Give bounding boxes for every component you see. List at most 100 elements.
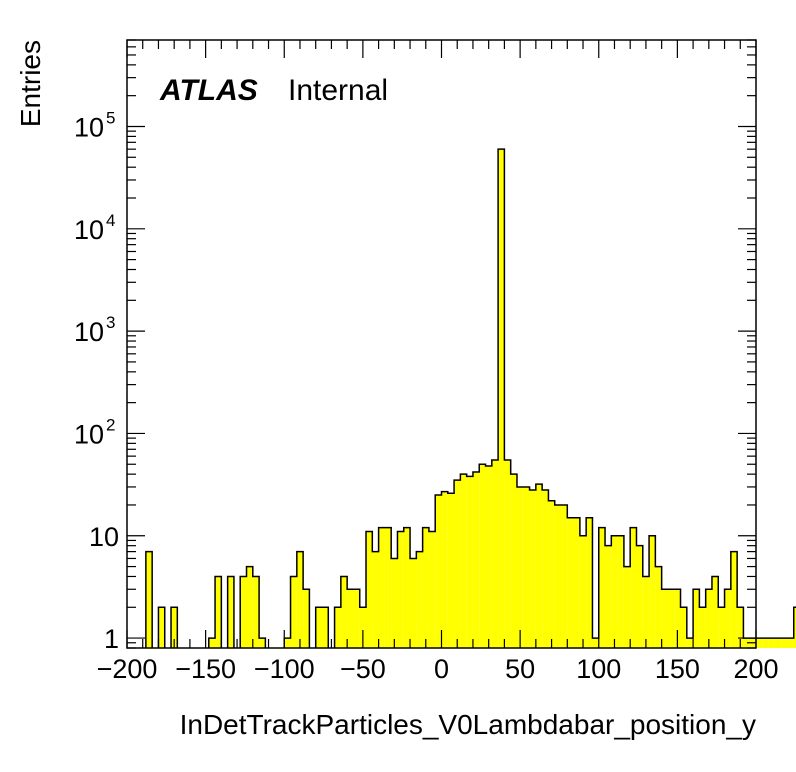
y-axis-title: Entries: [15, 40, 46, 127]
histogram-bin: [667, 589, 675, 648]
x-tick-label: 100: [576, 654, 621, 684]
histogram-bin: [334, 607, 341, 648]
x-axis-title: InDetTrackParticles_V0Lambdabar_position…: [180, 709, 756, 740]
x-tick-labels: −200 −150 −100 −50 0 50 100 150 200: [97, 654, 779, 684]
histogram-bin: [567, 517, 574, 648]
histogram-bin: [623, 566, 631, 648]
histogram-bin: [240, 576, 247, 648]
histogram-bin: [586, 517, 593, 648]
histogram-bin: [611, 535, 618, 648]
y-tick-exponent: 5: [106, 108, 115, 127]
x-tick-label: −100: [254, 654, 315, 684]
histogram-bin: [579, 535, 587, 648]
histogram-bin: [686, 638, 694, 648]
histogram-bin: [290, 576, 297, 648]
histogram-bin: [661, 589, 668, 648]
histogram-outline: [145, 148, 796, 648]
histogram-bin: [711, 576, 719, 648]
y-tick-exponent: 3: [106, 313, 115, 332]
histogram-bars: [145, 149, 796, 648]
histogram-bin: [410, 558, 417, 648]
x-tick-label: −50: [340, 654, 386, 684]
axis-ticks: [126, 39, 757, 649]
histogram-bin: [347, 589, 354, 648]
histogram-bin: [366, 531, 373, 648]
histogram-bin: [491, 460, 499, 648]
histogram-bin: [680, 607, 687, 648]
histogram-bin: [403, 527, 411, 648]
histogram-bin: [397, 531, 404, 648]
histogram-bin: [227, 576, 234, 648]
atlas-label: ATLAS: [159, 74, 258, 107]
histogram-bin: [649, 535, 656, 648]
histogram-bin: [762, 638, 769, 648]
histogram-bin: [435, 495, 442, 648]
histogram-bin: [793, 607, 796, 648]
x-tick-label: 200: [733, 654, 778, 684]
histogram-bin: [523, 486, 530, 648]
histogram-bin: [284, 638, 291, 648]
histogram-bin: [605, 545, 612, 648]
histogram-bin: [208, 638, 216, 648]
histogram-bin: [422, 527, 429, 648]
histogram-bin: [158, 607, 165, 648]
x-tick-label: 150: [655, 654, 700, 684]
histogram-bin: [630, 527, 637, 648]
histogram-bin: [718, 607, 725, 648]
histogram-bin: [510, 474, 517, 648]
histogram-bin: [617, 535, 624, 648]
histogram-bin: [485, 466, 492, 648]
histogram-bin: [781, 638, 788, 648]
histogram-bin: [561, 504, 568, 648]
histogram-bin: [359, 607, 367, 648]
histogram-bin: [699, 607, 706, 648]
histogram-bin: [460, 474, 467, 648]
y-tick-label: 10: [74, 215, 104, 245]
histogram-bin: [252, 576, 260, 648]
histogram-bin: [529, 490, 536, 648]
y-tick-exponent: 4: [106, 211, 115, 230]
histogram-bin: [372, 551, 379, 648]
histogram-bin: [542, 490, 549, 648]
histogram-bin: [768, 638, 775, 648]
histogram-bin: [774, 638, 782, 648]
histogram-bin: [573, 517, 580, 648]
histogram-bin: [303, 589, 310, 648]
y-tick-label: 10: [74, 112, 104, 142]
histogram-bin: [705, 589, 712, 648]
histogram-bin: [787, 638, 794, 648]
y-tick-label: 1: [104, 624, 119, 654]
histogram-bin: [416, 551, 423, 648]
histogram-bin: [441, 491, 448, 648]
histogram-bin: [353, 589, 360, 648]
histogram-bin: [145, 551, 153, 648]
x-tick-label: −150: [175, 654, 236, 684]
histogram-bin: [428, 531, 436, 648]
histogram-bin: [384, 527, 392, 648]
histogram-bin: [472, 471, 480, 648]
x-tick-label: 0: [434, 654, 449, 684]
histogram-bin: [498, 149, 505, 648]
histogram-bin: [674, 589, 681, 648]
histogram-bin: [655, 566, 662, 648]
histogram-bin: [548, 500, 555, 648]
y-tick-label: 10: [89, 522, 119, 552]
histogram-bin: [743, 638, 750, 648]
histogram-bin: [466, 476, 473, 648]
histogram-bin: [642, 576, 650, 648]
y-tick-exponent: 2: [106, 415, 115, 434]
histogram-bin: [246, 566, 253, 648]
histogram-bin: [171, 607, 178, 648]
histogram-bin: [516, 486, 524, 648]
histogram-bin: [554, 504, 562, 648]
histogram-bin: [730, 551, 738, 648]
y-tick-label: 10: [74, 419, 104, 449]
histogram-bin: [447, 493, 455, 648]
histogram-bin: [504, 460, 511, 648]
histogram-bin: [296, 551, 304, 648]
histogram-bin: [479, 464, 486, 648]
histogram-bin: [321, 607, 329, 648]
histogram-bin: [340, 576, 348, 648]
histogram-bin: [724, 589, 731, 648]
y-tick-label: 10: [74, 317, 104, 347]
